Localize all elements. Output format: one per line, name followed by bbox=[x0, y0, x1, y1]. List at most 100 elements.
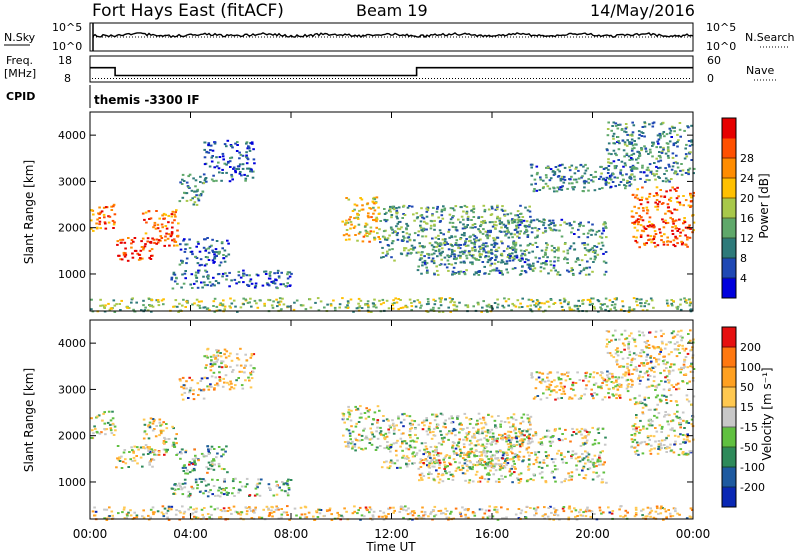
power-echo-cell bbox=[566, 258, 569, 261]
velocity-echo-cell bbox=[221, 493, 224, 495]
power-echo-cell bbox=[496, 204, 499, 207]
power-echo-cell bbox=[558, 299, 562, 302]
power-echo-cell bbox=[539, 176, 542, 179]
velocity-echo-cell bbox=[447, 478, 450, 480]
power-echo-cell bbox=[184, 248, 187, 251]
power-echo-cell bbox=[170, 215, 174, 218]
velocity-echo-cell bbox=[497, 415, 500, 417]
power-echo-cell bbox=[671, 186, 674, 189]
velocity-echo-cell bbox=[592, 461, 595, 464]
velocity-echo-cell bbox=[677, 435, 680, 438]
power-echo-cell bbox=[496, 217, 499, 220]
velocity-echo-cell bbox=[220, 362, 223, 365]
power-echo-cell bbox=[584, 169, 588, 172]
power-echo-cell bbox=[246, 174, 249, 177]
velocity-echo-cell bbox=[631, 337, 635, 340]
velocity-echo-cell bbox=[553, 429, 557, 432]
velocity-echo-cell bbox=[223, 348, 227, 351]
power-echo-cell bbox=[505, 260, 509, 263]
power-echo-cell bbox=[535, 189, 539, 192]
velocity-echo-cell bbox=[651, 384, 654, 387]
power-echo-cell bbox=[630, 215, 634, 218]
velocity-echo-cell bbox=[490, 415, 494, 418]
power-echo-cell bbox=[669, 189, 672, 192]
power-echo-cell bbox=[181, 178, 184, 181]
power-echo-cell bbox=[605, 167, 608, 169]
power-echo-cell bbox=[556, 186, 560, 189]
power-echo-cell bbox=[439, 298, 443, 301]
power-echo-cell bbox=[559, 186, 562, 189]
power-echo-cell bbox=[630, 153, 634, 156]
power-echo-cell bbox=[103, 307, 106, 309]
power-echo-cell bbox=[623, 141, 627, 144]
power-echo-cell bbox=[408, 239, 412, 242]
velocity-echo-cell bbox=[349, 442, 353, 445]
power-echo-cell bbox=[600, 232, 604, 235]
power-echo-cell bbox=[640, 196, 644, 199]
power-echo-cell bbox=[192, 177, 195, 180]
velocity-echo-cell bbox=[484, 423, 488, 426]
velocity-echo-cell bbox=[547, 429, 551, 432]
velocity-echo-cell bbox=[672, 336, 675, 339]
velocity-echo-cell bbox=[232, 387, 236, 390]
power-echo-cell bbox=[369, 226, 373, 229]
velocity-echo-cell bbox=[347, 429, 351, 432]
velocity-echo-cell bbox=[509, 444, 513, 447]
velocity-echo-cell bbox=[612, 381, 615, 384]
velocity-echo-cell bbox=[611, 376, 614, 379]
power-echo-cell bbox=[604, 308, 607, 311]
velocity-echo-cell bbox=[484, 446, 488, 449]
velocity-echo-cell bbox=[143, 447, 147, 450]
power-echo-cell bbox=[563, 299, 567, 302]
power-colorbar-swatch bbox=[722, 158, 736, 179]
velocity-echo-cell bbox=[260, 478, 263, 481]
power-echo-cell bbox=[435, 245, 438, 248]
power-echo-cell bbox=[425, 210, 429, 213]
power-echo-cell bbox=[504, 262, 507, 265]
velocity-echo-cell bbox=[545, 388, 548, 391]
velocity-echo-cell bbox=[642, 362, 646, 365]
power-echo-cell bbox=[180, 259, 183, 262]
power-echo-cell bbox=[659, 166, 662, 169]
power-echo-cell bbox=[645, 168, 649, 171]
power-echo-cell bbox=[542, 224, 545, 227]
power-echo-cell bbox=[618, 183, 621, 186]
velocity-echo-cell bbox=[683, 358, 686, 361]
velocity-echo-cell bbox=[428, 452, 431, 455]
velocity-echo-cell bbox=[539, 438, 543, 440]
velocity-echo-cell bbox=[595, 393, 599, 396]
velocity-echo-cell bbox=[369, 438, 372, 441]
power-colorbar-swatch bbox=[722, 118, 736, 139]
velocity-echo-cell bbox=[574, 382, 578, 384]
power-echo-cell bbox=[693, 167, 696, 170]
power-echo-cell bbox=[350, 223, 353, 226]
velocity-echo-cell bbox=[469, 461, 472, 464]
power-echo-cell bbox=[439, 300, 442, 303]
velocity-echo-cell bbox=[645, 443, 648, 446]
velocity-echo-cell bbox=[481, 464, 484, 467]
velocity-echo-cell bbox=[210, 463, 214, 466]
velocity-echo-cell bbox=[665, 367, 668, 369]
power-echo-cell bbox=[326, 303, 329, 306]
power-colorbar-swatch bbox=[722, 278, 736, 299]
power-echo-cell bbox=[421, 245, 424, 248]
power-echo-cell bbox=[472, 305, 475, 308]
power-echo-cell bbox=[219, 302, 222, 305]
velocity-echo-cell bbox=[395, 454, 398, 457]
velocity-echo-cell bbox=[643, 372, 647, 375]
power-echo-cell bbox=[248, 301, 251, 304]
velocity-echo-cell bbox=[451, 441, 455, 444]
velocity-echo-cell bbox=[499, 425, 502, 428]
power-echo-cell bbox=[427, 256, 431, 259]
velocity-echo-cell bbox=[468, 466, 471, 469]
velocity-echo-cell bbox=[456, 453, 459, 456]
velocity-echo-cell bbox=[286, 492, 290, 495]
velocity-echo-cell bbox=[550, 471, 554, 474]
power-echo-cell bbox=[541, 187, 545, 190]
velocity-echo-cell bbox=[535, 371, 539, 374]
velocity-echo-cell bbox=[690, 418, 694, 421]
velocity-echo-cell bbox=[361, 448, 365, 451]
power-echo-cell bbox=[345, 229, 349, 231]
power-echo-cell bbox=[658, 151, 661, 153]
power-echo-cell bbox=[650, 241, 653, 244]
